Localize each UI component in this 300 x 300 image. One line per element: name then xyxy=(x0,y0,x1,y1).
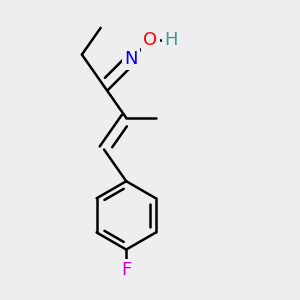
Text: F: F xyxy=(121,261,131,279)
Text: H: H xyxy=(164,31,178,49)
Text: N: N xyxy=(124,50,138,68)
Text: O: O xyxy=(143,31,158,49)
